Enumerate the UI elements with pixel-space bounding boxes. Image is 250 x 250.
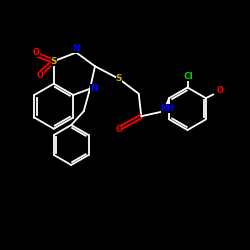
Text: N: N: [72, 44, 80, 53]
Text: N: N: [90, 84, 98, 93]
Text: S: S: [50, 57, 57, 66]
Text: O: O: [33, 48, 40, 57]
Text: Cl: Cl: [184, 72, 194, 81]
Text: S: S: [116, 74, 122, 83]
Text: O: O: [115, 126, 122, 134]
Text: O: O: [216, 86, 223, 95]
Text: NH: NH: [160, 104, 174, 113]
Text: O: O: [36, 70, 44, 80]
